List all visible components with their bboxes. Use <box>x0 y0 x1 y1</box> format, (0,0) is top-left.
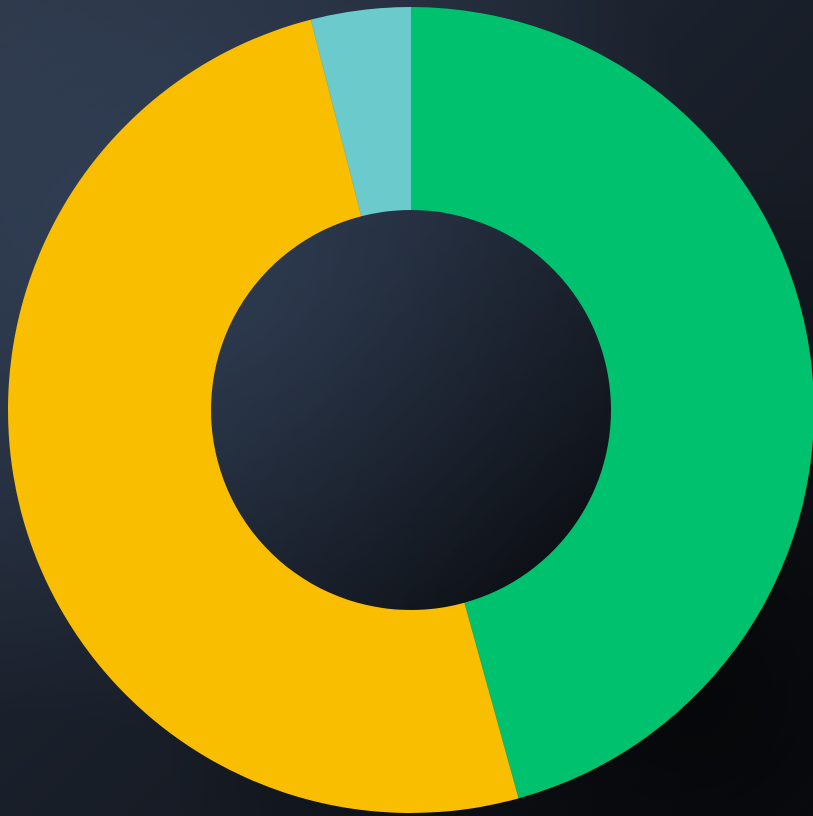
donut-slice-1 <box>411 7 813 799</box>
donut-slices <box>7 7 813 814</box>
donut-slice-2 <box>7 19 519 814</box>
donut-slice-3 <box>310 7 411 217</box>
